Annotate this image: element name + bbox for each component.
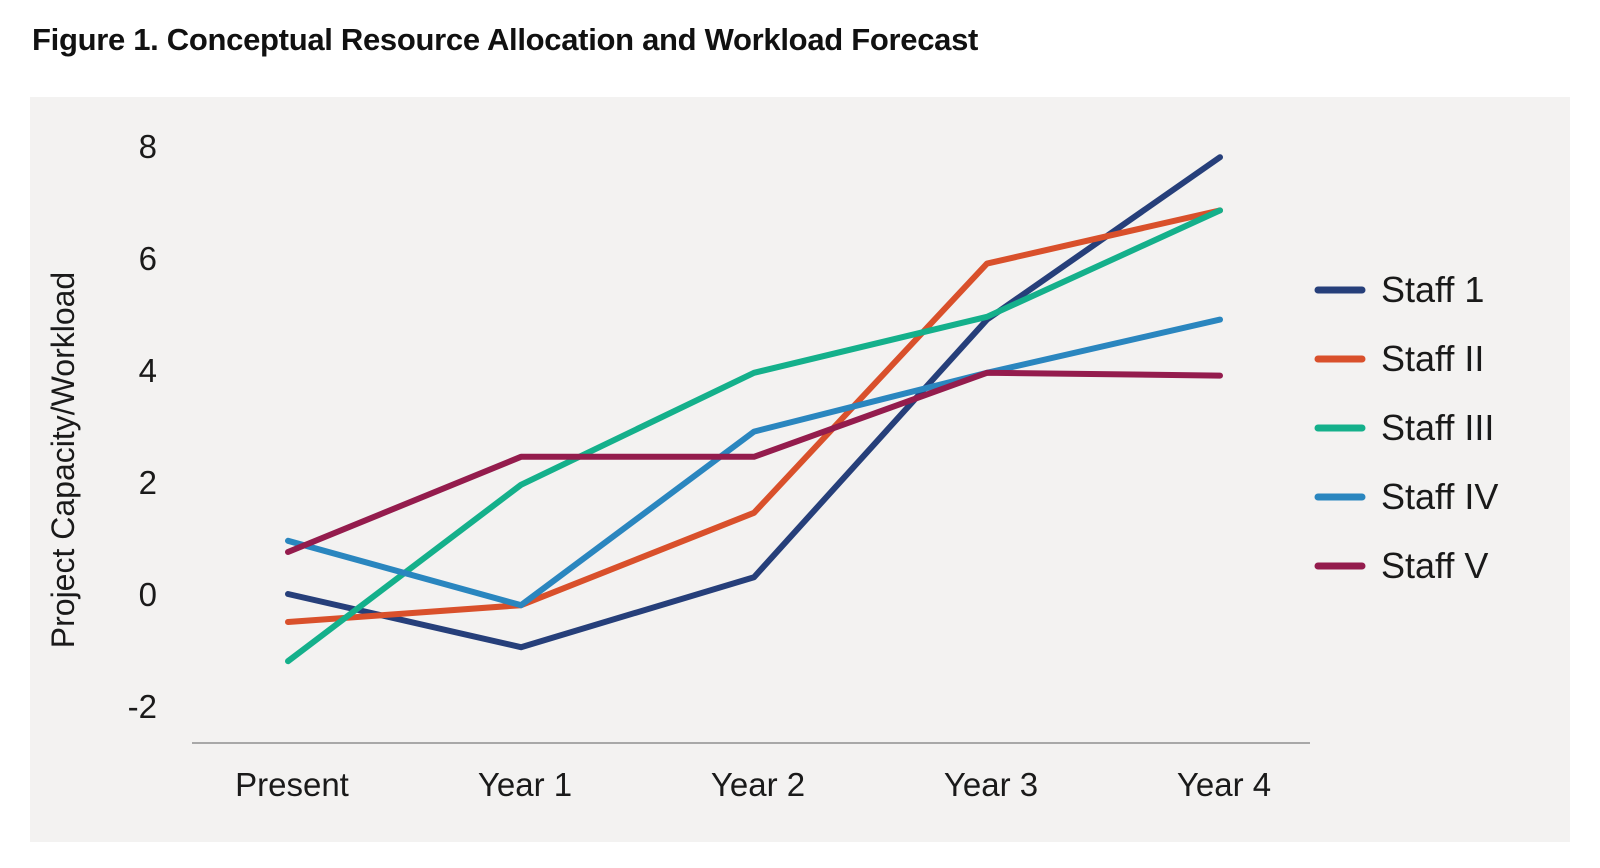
- series-line-staff-iii: [285, 207, 1223, 665]
- legend-item: Staff II: [1314, 338, 1484, 379]
- x-tick-label: Year 1: [478, 766, 572, 803]
- series-line-staff-iv: [285, 316, 1223, 609]
- figure-title: Figure 1. Conceptual Resource Allocation…: [32, 22, 979, 57]
- x-tick-label: Year 2: [711, 766, 805, 803]
- y-tick-label: 6: [139, 240, 157, 277]
- legend-item: Staff 1: [1314, 269, 1484, 310]
- axis-layer: Project Capacity/Workload -2 0 2 4 6 8 Present Y…: [45, 128, 1310, 803]
- y-tick-label: -2: [128, 688, 157, 725]
- y-axis-title: Project Capacity/Workload: [45, 272, 81, 648]
- y-tick-label: 8: [139, 128, 157, 165]
- x-tick-label: Year 3: [944, 766, 1038, 803]
- legend-item: Staff V: [1314, 545, 1488, 586]
- series-line-staff-1: [285, 154, 1223, 651]
- series-line-staff-ii: [285, 207, 1223, 625]
- legend-label: Staff IV: [1381, 476, 1498, 517]
- y-tick-label: 4: [139, 352, 157, 389]
- x-tick-label: Year 4: [1177, 766, 1271, 803]
- series-layer: [285, 154, 1223, 665]
- legend-label: Staff III: [1381, 407, 1494, 448]
- legend-label: Staff 1: [1381, 269, 1484, 310]
- chart-panel: [30, 97, 1570, 842]
- legend-label: Staff II: [1381, 338, 1484, 379]
- legend-item: Staff III: [1314, 407, 1494, 448]
- legend: Staff 1 Staff II Staff III Staff IV Staff V: [1314, 269, 1498, 586]
- y-tick-label: 0: [139, 576, 157, 613]
- y-tick-label: 2: [139, 464, 157, 501]
- legend-item: Staff IV: [1314, 476, 1498, 517]
- x-tick-label: Present: [235, 766, 349, 803]
- legend-label: Staff V: [1381, 545, 1488, 586]
- series-line-staff-v: [285, 369, 1223, 555]
